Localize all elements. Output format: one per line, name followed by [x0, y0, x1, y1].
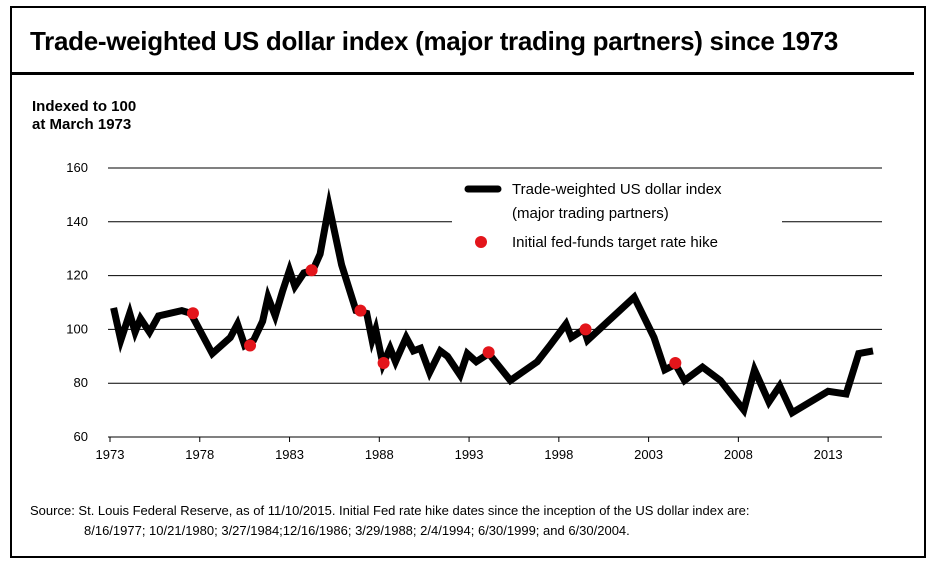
x-tick-label: 1978 — [185, 447, 214, 462]
rate-hike-marker — [354, 304, 367, 317]
y-tick-label: 160 — [66, 160, 88, 175]
chart-title: Trade-weighted US dollar index (major tr… — [30, 26, 839, 56]
y-tick-label: 80 — [74, 375, 88, 390]
y-tick-label: 60 — [74, 429, 88, 444]
x-tick-label: 1973 — [96, 447, 125, 462]
x-tick-label: 1998 — [544, 447, 573, 462]
x-tick-label: 1988 — [365, 447, 394, 462]
y-tick-label: 100 — [66, 321, 88, 336]
dollar-index-line — [110, 187, 874, 418]
chart-frame — [10, 6, 926, 558]
legend-label-hike: Initial fed-funds target rate hike — [512, 234, 718, 251]
legend-label-index-line2: (major trading partners) — [512, 205, 669, 222]
legend-hike-marker — [475, 236, 487, 248]
units-line-2: at March 1973 — [32, 116, 132, 133]
rate-hike-marker — [377, 357, 390, 370]
rate-hike-marker — [482, 346, 495, 359]
rate-hike-marker — [579, 323, 592, 336]
legend-label-index-line1: Trade-weighted US dollar index — [512, 181, 722, 198]
source-note: Source: St. Louis Federal Reserve, as of… — [30, 501, 890, 541]
units-line-1: Indexed to 100 — [32, 98, 137, 115]
x-tick-label: 2003 — [634, 447, 663, 462]
title-divider — [10, 72, 914, 75]
x-tick-label: 2008 — [724, 447, 753, 462]
rate-hike-marker — [305, 264, 318, 277]
x-tick-label: 2013 — [814, 447, 843, 462]
rate-hike-marker — [244, 339, 257, 352]
source-line-1: Source: St. Louis Federal Reserve, as of… — [30, 503, 750, 518]
x-tick-label: 1983 — [275, 447, 304, 462]
y-tick-label: 140 — [66, 214, 88, 229]
y-axis-units-label: Indexed to 100 at March 1973 — [32, 98, 136, 134]
rate-hike-marker — [669, 357, 682, 370]
source-line-2: 8/16/1977; 10/21/1980; 3/27/1984;12/16/1… — [84, 523, 630, 538]
x-tick-label: 1993 — [455, 447, 484, 462]
y-tick-label: 120 — [66, 268, 88, 283]
rate-hike-marker — [186, 307, 199, 320]
legend-background — [452, 176, 782, 258]
